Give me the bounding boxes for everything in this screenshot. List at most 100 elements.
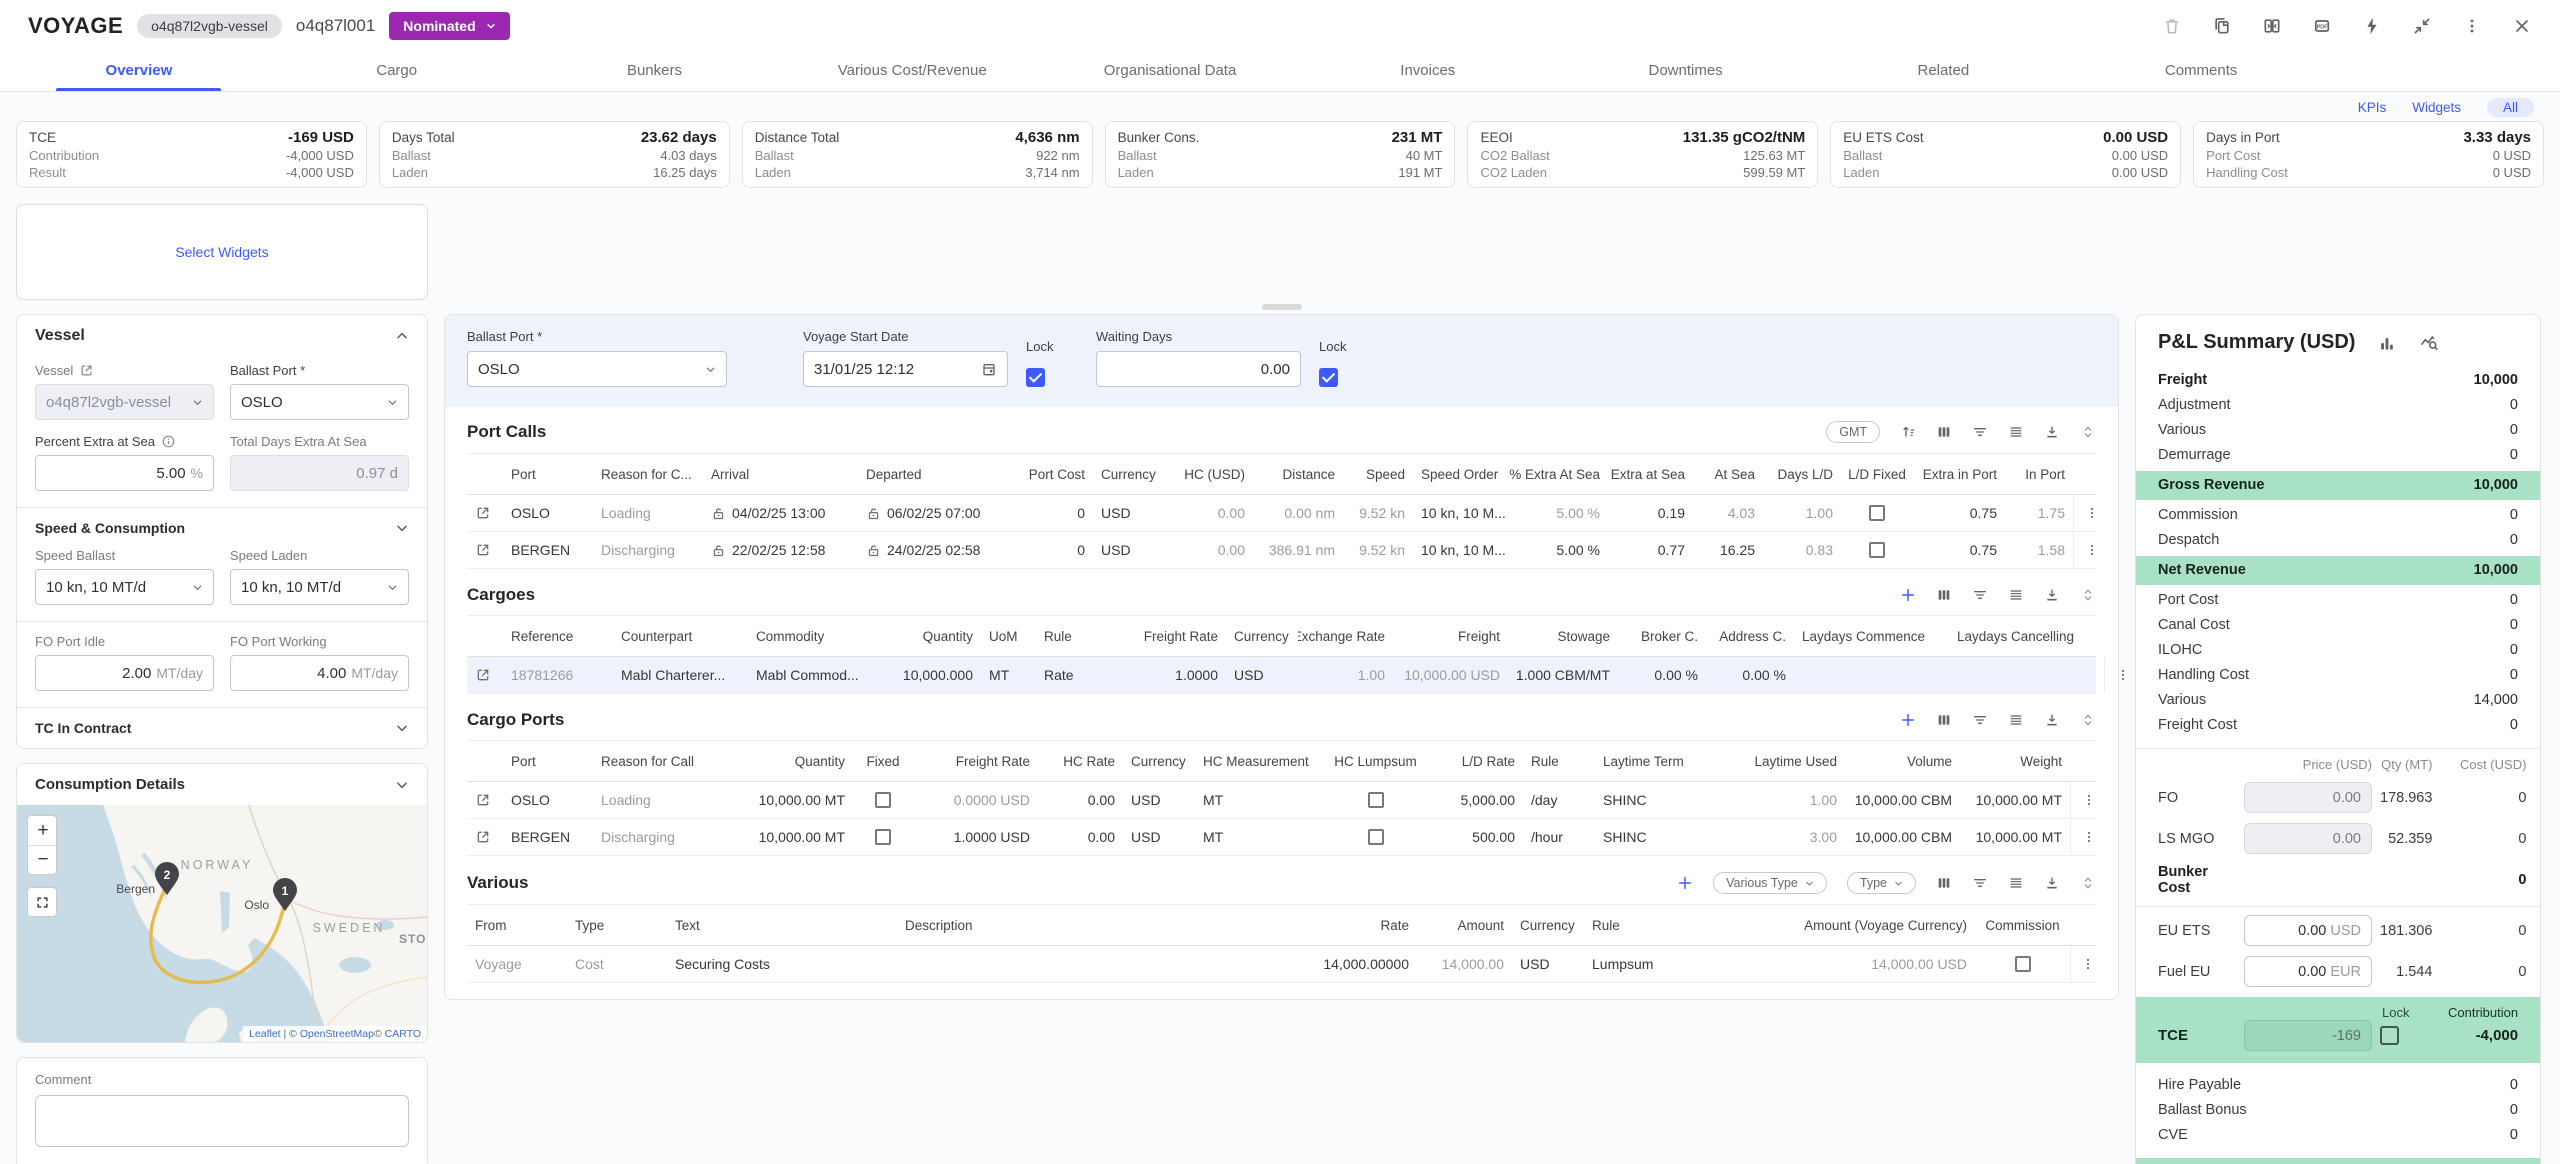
- open-row-icon[interactable]: [467, 819, 503, 855]
- more-menu-icon[interactable]: [2462, 16, 2482, 36]
- add-cargo-port-icon[interactable]: [1900, 712, 1916, 728]
- route-map[interactable]: NORWAY SWEDEN STOCKH Bergen Oslo 2 1: [17, 805, 427, 1042]
- column-header[interactable]: Quantity: [794, 753, 845, 769]
- copy-icon[interactable]: [2212, 16, 2232, 36]
- column-header[interactable]: Rule: [1592, 917, 1620, 933]
- waiting-days-input[interactable]: 0.00: [1096, 351, 1301, 387]
- column-header[interactable]: Currency: [1520, 917, 1575, 933]
- table-row[interactable]: OSLO Loading 10,000.00 MT 0.0000 USD 0.00 USD…: [467, 782, 2096, 819]
- row-density-icon[interactable]: [2008, 424, 2024, 440]
- column-header[interactable]: Port: [511, 753, 536, 769]
- row-density-icon[interactable]: [2008, 587, 2024, 603]
- actions-bolt-icon[interactable]: [2362, 16, 2382, 36]
- columns-icon[interactable]: [1936, 587, 1952, 603]
- collapse-window-icon[interactable]: [2412, 16, 2432, 36]
- column-header[interactable]: Speed: [1365, 466, 1405, 482]
- line-chart-search-icon[interactable]: [2419, 333, 2439, 353]
- calendar-icon[interactable]: [981, 361, 997, 377]
- tab-organisational-data[interactable]: Organisational Data: [1103, 62, 1237, 79]
- checkbox[interactable]: [875, 829, 891, 845]
- column-header[interactable]: Counterpart: [621, 628, 693, 644]
- voyage-start-date-input[interactable]: 31/01/25 12:12: [803, 351, 1008, 387]
- column-header[interactable]: Freight Rate: [1143, 628, 1218, 644]
- column-header[interactable]: Freight: [1457, 628, 1500, 644]
- eu-ets-price-input[interactable]: 0.00 USD: [2244, 915, 2372, 946]
- column-header[interactable]: Reference: [511, 628, 574, 644]
- various-type-filter[interactable]: Various Type: [1713, 872, 1827, 894]
- collapse-section-icon[interactable]: [2080, 587, 2096, 603]
- column-header[interactable]: Amount: [1457, 917, 1504, 933]
- column-header[interactable]: Reason for Call: [601, 753, 695, 769]
- column-header[interactable]: Extra at Sea: [1610, 466, 1685, 482]
- column-header[interactable]: Broker C.: [1640, 628, 1698, 644]
- column-header[interactable]: At Sea: [1714, 466, 1755, 482]
- carto-link[interactable]: CARTO: [384, 1028, 421, 1040]
- row-menu-icon[interactable]: [2070, 819, 2106, 855]
- open-row-icon[interactable]: [467, 782, 503, 818]
- start-date-lock-checkbox[interactable]: [1026, 368, 1045, 387]
- tab-cargo[interactable]: Cargo: [376, 62, 418, 79]
- toggle-kpis[interactable]: KPIs: [2357, 100, 2387, 115]
- column-header[interactable]: Type: [575, 917, 605, 933]
- ballast-port-select[interactable]: OSLO: [230, 384, 409, 420]
- speed-laden-select[interactable]: 10 kn, 10 MT/d: [230, 569, 409, 605]
- column-header[interactable]: Port: [511, 466, 536, 482]
- column-header[interactable]: Quantity: [922, 628, 973, 644]
- table-row[interactable]: OSLO Loading 04/02/25 13:00 06/02/25 07:00 0…: [467, 495, 2096, 532]
- fuel-eu-price-input[interactable]: 0.00 EUR: [2244, 956, 2372, 987]
- column-header[interactable]: UoM: [989, 628, 1018, 644]
- filter-icon[interactable]: [1972, 587, 1988, 603]
- fo-port-idle-input[interactable]: 2.00 MT/day: [35, 655, 214, 691]
- download-icon[interactable]: [2044, 875, 2060, 891]
- column-header[interactable]: Currency: [1234, 628, 1289, 644]
- map-fullscreen-button[interactable]: [27, 887, 57, 917]
- columns-icon[interactable]: [1936, 712, 1952, 728]
- column-header[interactable]: Laytime Used: [1754, 753, 1837, 769]
- table-row[interactable]: BERGEN Discharging 10,000.00 MT 1.0000 USD 0…: [467, 819, 2096, 856]
- column-header[interactable]: L/D Rate: [1461, 753, 1515, 769]
- map-marker-1[interactable]: 1: [273, 878, 297, 911]
- speed-ballast-select[interactable]: 10 kn, 10 MT/d: [35, 569, 214, 605]
- column-header[interactable]: HC Lumpsum: [1334, 753, 1417, 769]
- column-header[interactable]: Exchange Rate: [1298, 628, 1385, 644]
- column-header[interactable]: Currency: [1101, 466, 1156, 482]
- checkbox[interactable]: [1869, 542, 1885, 558]
- map-marker-2[interactable]: 2: [155, 862, 179, 895]
- column-header[interactable]: Commission: [1985, 917, 2060, 933]
- filter-icon[interactable]: [1972, 875, 1988, 891]
- row-menu-icon[interactable]: [2073, 532, 2109, 568]
- column-header[interactable]: Rule: [1531, 753, 1559, 769]
- column-header[interactable]: Currency: [1131, 753, 1186, 769]
- column-header[interactable]: Arrival: [711, 466, 750, 482]
- collapse-section-icon[interactable]: [2080, 875, 2096, 891]
- checkbox[interactable]: [1367, 792, 1384, 808]
- columns-icon[interactable]: [1936, 875, 1952, 891]
- comment-textarea[interactable]: [35, 1095, 409, 1147]
- open-row-icon[interactable]: [467, 495, 503, 531]
- column-header[interactable]: Weight: [2020, 753, 2062, 769]
- tab-overview[interactable]: Overview: [10, 52, 268, 91]
- tab-various-cost-revenue[interactable]: Various Cost/Revenue: [837, 62, 987, 79]
- column-header[interactable]: L/D Fixed: [1848, 466, 1906, 482]
- osm-link[interactable]: OpenStreetMap: [299, 1028, 374, 1040]
- column-header[interactable]: Amount (Voyage Currency): [1804, 917, 1967, 933]
- column-header[interactable]: Days L/D: [1777, 466, 1833, 482]
- row-menu-icon[interactable]: [2070, 946, 2104, 982]
- tab-invoices[interactable]: Invoices: [1400, 62, 1456, 79]
- tab-related[interactable]: Related: [1917, 62, 1970, 79]
- row-density-icon[interactable]: [2008, 712, 2024, 728]
- column-header[interactable]: Laydays Commence: [1802, 628, 1926, 644]
- leaflet-link[interactable]: Leaflet: [249, 1028, 281, 1040]
- column-header[interactable]: % Extra At Sea: [1509, 466, 1600, 482]
- bar-chart-icon[interactable]: [2377, 333, 2397, 353]
- table-row[interactable]: 18781266 Mabl Charterer... Mabl Commod... 1…: [467, 657, 2096, 694]
- column-header[interactable]: Description: [905, 917, 973, 933]
- column-header[interactable]: Fixed: [866, 753, 900, 769]
- select-widgets-link[interactable]: Select Widgets: [175, 244, 269, 260]
- column-header[interactable]: HC Measurement: [1203, 753, 1309, 769]
- row-menu-icon[interactable]: [2104, 657, 2140, 693]
- toggle-widgets[interactable]: Widgets: [2412, 100, 2461, 115]
- column-header[interactable]: Commodity: [756, 628, 825, 644]
- column-header[interactable]: Rule: [1044, 628, 1072, 644]
- sort-icon[interactable]: [1900, 424, 1916, 440]
